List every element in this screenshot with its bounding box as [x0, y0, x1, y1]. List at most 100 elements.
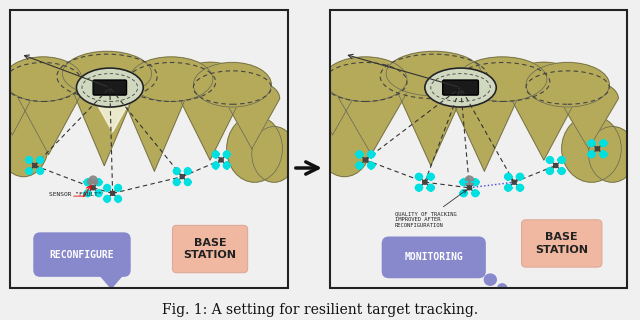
Circle shape: [37, 157, 44, 163]
Text: BASE
STATION: BASE STATION: [535, 232, 588, 255]
Circle shape: [547, 168, 554, 174]
Circle shape: [37, 168, 44, 174]
Circle shape: [415, 173, 422, 180]
Circle shape: [95, 179, 102, 186]
Ellipse shape: [458, 57, 547, 101]
Circle shape: [427, 184, 435, 191]
Circle shape: [422, 180, 427, 184]
Circle shape: [356, 162, 363, 169]
Circle shape: [367, 151, 375, 158]
Circle shape: [472, 190, 479, 196]
Ellipse shape: [526, 62, 609, 107]
Circle shape: [460, 190, 467, 196]
Circle shape: [356, 151, 363, 158]
Circle shape: [512, 180, 516, 184]
Circle shape: [219, 158, 223, 162]
FancyBboxPatch shape: [522, 220, 602, 267]
Circle shape: [184, 168, 191, 174]
Circle shape: [223, 162, 230, 169]
Circle shape: [115, 185, 122, 191]
Circle shape: [104, 196, 111, 202]
Circle shape: [516, 184, 524, 191]
Polygon shape: [95, 270, 128, 289]
Polygon shape: [0, 71, 37, 135]
Circle shape: [184, 179, 191, 186]
Circle shape: [508, 293, 514, 299]
Text: BASE
STATION: BASE STATION: [184, 238, 237, 260]
Text: SENSOR "FAULT": SENSOR "FAULT": [49, 192, 101, 197]
Ellipse shape: [0, 110, 49, 177]
Polygon shape: [559, 81, 618, 149]
Circle shape: [26, 168, 33, 174]
Polygon shape: [398, 68, 463, 165]
Circle shape: [558, 157, 565, 163]
Circle shape: [115, 196, 122, 202]
Circle shape: [104, 185, 111, 191]
Circle shape: [93, 180, 97, 184]
FancyBboxPatch shape: [33, 232, 131, 277]
Ellipse shape: [76, 68, 143, 107]
Circle shape: [554, 164, 558, 167]
Circle shape: [173, 179, 180, 186]
Circle shape: [484, 274, 496, 285]
Ellipse shape: [425, 68, 496, 107]
Polygon shape: [505, 62, 582, 160]
Polygon shape: [174, 62, 246, 160]
Circle shape: [472, 179, 479, 186]
Circle shape: [212, 151, 219, 158]
Text: QUALITY OF TRACKING
IMPROVED AFTER
RECONFIGURATION: QUALITY OF TRACKING IMPROVED AFTER RECON…: [395, 190, 467, 228]
Circle shape: [588, 140, 595, 147]
Polygon shape: [84, 82, 140, 132]
Circle shape: [84, 190, 91, 196]
Polygon shape: [306, 71, 360, 135]
FancyBboxPatch shape: [443, 80, 479, 95]
FancyBboxPatch shape: [93, 80, 127, 95]
Ellipse shape: [227, 116, 282, 182]
Ellipse shape: [589, 126, 636, 182]
Circle shape: [516, 173, 524, 180]
Circle shape: [415, 184, 422, 191]
Circle shape: [463, 179, 470, 184]
FancyBboxPatch shape: [381, 236, 486, 278]
Ellipse shape: [193, 62, 271, 107]
Circle shape: [505, 173, 512, 180]
Circle shape: [212, 162, 219, 169]
Polygon shape: [74, 68, 135, 165]
Circle shape: [33, 164, 36, 167]
Polygon shape: [449, 66, 520, 171]
FancyBboxPatch shape: [172, 225, 248, 273]
Circle shape: [88, 179, 93, 184]
Circle shape: [91, 186, 95, 190]
Circle shape: [26, 157, 33, 163]
Circle shape: [467, 186, 472, 190]
Circle shape: [547, 157, 554, 163]
Circle shape: [180, 175, 184, 179]
Ellipse shape: [63, 51, 152, 96]
Polygon shape: [12, 64, 84, 154]
Ellipse shape: [562, 116, 621, 182]
Circle shape: [460, 179, 467, 186]
Polygon shape: [121, 66, 188, 171]
Ellipse shape: [324, 57, 407, 101]
Ellipse shape: [317, 110, 371, 177]
Circle shape: [84, 179, 91, 186]
Circle shape: [223, 151, 230, 158]
Ellipse shape: [129, 57, 213, 101]
Circle shape: [588, 151, 595, 158]
Circle shape: [600, 140, 607, 147]
Ellipse shape: [4, 57, 82, 101]
Text: Fig. 1: A setting for resilient target tracking.: Fig. 1: A setting for resilient target t…: [162, 303, 478, 317]
Text: MONITORING: MONITORING: [404, 252, 463, 262]
Circle shape: [465, 176, 474, 184]
Text: RECONFIGURE: RECONFIGURE: [50, 250, 115, 260]
Circle shape: [595, 147, 600, 151]
Polygon shape: [333, 64, 410, 154]
Circle shape: [367, 162, 375, 169]
Ellipse shape: [252, 126, 296, 182]
Circle shape: [600, 151, 607, 158]
Circle shape: [427, 173, 435, 180]
Circle shape: [363, 158, 367, 162]
Circle shape: [505, 184, 512, 191]
Ellipse shape: [386, 51, 481, 96]
Circle shape: [95, 190, 102, 196]
